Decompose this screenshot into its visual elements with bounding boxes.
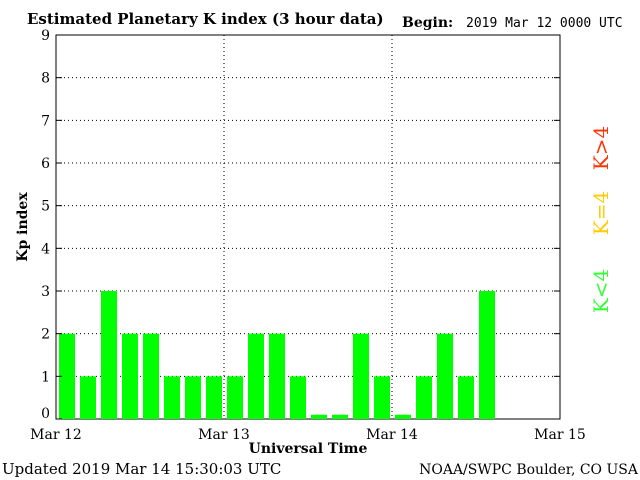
kp-bar xyxy=(59,333,75,419)
legend-k-equal-4: K=4 xyxy=(589,191,613,235)
y-tick-label: 6 xyxy=(41,156,50,172)
kp-bar xyxy=(248,333,264,419)
plot-frame xyxy=(55,34,561,420)
kp-bar xyxy=(227,376,243,419)
y-axis-ticks: 0 1 2 3 4 5 6 7 8 9 xyxy=(41,28,560,422)
x-axis-label: Universal Time xyxy=(249,441,368,457)
kp-bar xyxy=(206,376,222,419)
y-tick-label: 1 xyxy=(41,369,50,385)
kp-bar xyxy=(80,376,96,419)
kp-bar xyxy=(122,333,138,419)
y-tick-label: 4 xyxy=(41,241,50,257)
kp-bar xyxy=(458,376,474,419)
y-tick-label: 7 xyxy=(41,113,50,129)
x-tick-label: Mar 15 xyxy=(534,427,586,443)
kp-bar xyxy=(479,291,495,419)
kp-bar xyxy=(164,376,180,419)
kp-bar xyxy=(143,333,159,419)
legend-k-less-4: K<4 xyxy=(589,269,613,313)
x-axis-ticks: Mar 12 Mar 13 Mar 14 Mar 15 xyxy=(30,427,586,443)
kp-bar xyxy=(269,333,285,419)
legend-k-greater-4: K>4 xyxy=(589,126,613,170)
kp-bar xyxy=(290,376,306,419)
kp-bar xyxy=(374,376,390,419)
kp-bar xyxy=(332,414,348,419)
y-tick-label: 2 xyxy=(41,327,50,343)
y-axis-label: Kp index xyxy=(15,192,31,262)
x-tick-label: Mar 13 xyxy=(198,427,250,443)
chart-title: Estimated Planetary K index (3 hour data… xyxy=(27,10,384,28)
kp-bar xyxy=(353,333,369,419)
y-tick-label: 5 xyxy=(41,199,50,215)
x-tick-label: Mar 14 xyxy=(366,427,418,443)
y-tick-label: 8 xyxy=(41,71,50,87)
legend: K>4 K=4 K<4 xyxy=(589,126,613,313)
x-tick-label: Mar 12 xyxy=(30,427,82,443)
begin-value: 2019 Mar 12 0000 UTC xyxy=(466,16,623,31)
y-tick-label: 0 xyxy=(41,406,50,422)
bar-series xyxy=(59,291,495,419)
kp-bar xyxy=(101,291,117,419)
begin-label: Begin: xyxy=(402,15,453,31)
y-tick-label: 9 xyxy=(41,28,50,44)
grid-lines xyxy=(56,35,560,419)
kp-bar xyxy=(437,333,453,419)
source-credit: NOAA/SWPC Boulder, CO USA xyxy=(419,462,639,478)
kp-bar xyxy=(185,376,201,419)
y-tick-label: 3 xyxy=(41,284,50,300)
kp-bar xyxy=(311,414,327,419)
updated-timestamp: Updated 2019 Mar 14 15:30:03 UTC xyxy=(2,460,281,478)
kp-bar xyxy=(416,376,432,419)
kp-bar xyxy=(395,414,411,419)
